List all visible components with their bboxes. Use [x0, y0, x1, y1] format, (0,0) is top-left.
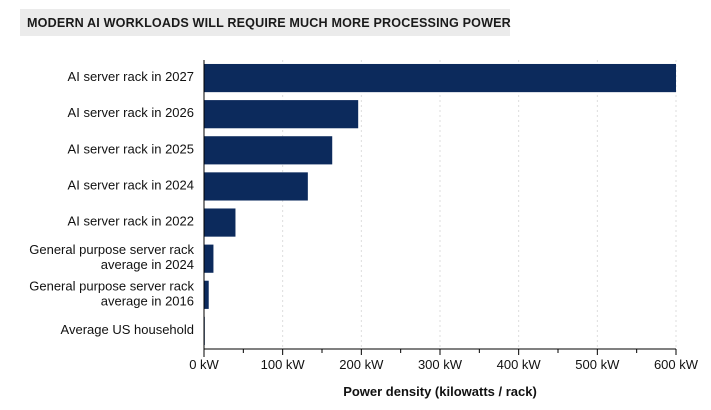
bar-0 — [204, 63, 676, 93]
category-label-line: AI server rack in 2022 — [68, 214, 194, 229]
bar-3 — [204, 172, 308, 201]
category-label-6: General purpose server rack average in 20… — [29, 279, 194, 309]
x-tick-label-0: 0 kW — [189, 357, 219, 372]
category-labels: AI server rack in 2027 AI server rack in … — [29, 70, 194, 338]
x-tick-label-3: 300 kW — [418, 357, 463, 372]
category-label-4: AI server rack in 2022 — [68, 214, 194, 229]
category-label-1: AI server rack in 2026 — [68, 106, 194, 121]
bar-2 — [204, 136, 333, 165]
category-label-line: average in 2016 — [101, 294, 194, 309]
chart-title-box: MODERN AI WORKLOADS WILL REQUIRE MUCH MO… — [20, 9, 511, 36]
category-label-5: General purpose server rack average in 20… — [29, 243, 194, 273]
x-tick-label-2: 200 kW — [339, 357, 384, 372]
category-label-line: General purpose server rack — [29, 243, 194, 258]
category-label-line: AI server rack in 2026 — [68, 106, 194, 121]
bar-6 — [204, 280, 209, 309]
bar-1 — [204, 100, 359, 129]
x-tick-label-5: 500 kW — [575, 357, 620, 372]
chart-title: MODERN AI WORKLOADS WILL REQUIRE MUCH MO… — [27, 15, 511, 30]
category-label-line: Average US household — [61, 322, 194, 337]
category-label-line: AI server rack in 2025 — [68, 142, 194, 157]
category-label-line: AI server rack in 2027 — [68, 70, 194, 85]
gridlines — [282, 60, 677, 349]
bar-4 — [204, 208, 236, 237]
x-tick-label-1: 100 kW — [261, 357, 306, 372]
bars — [204, 63, 676, 346]
category-label-7: Average US household — [61, 322, 194, 337]
x-axis-title: Power density (kilowatts / rack) — [343, 384, 537, 399]
category-label-0: AI server rack in 2027 — [68, 70, 194, 85]
x-tick-label-6: 600 kW — [654, 357, 699, 372]
category-label-3: AI server rack in 2024 — [68, 178, 194, 193]
category-label-line: General purpose server rack — [29, 279, 194, 294]
x-axis: 0 kW 100 kW 200 kW 300 kW 400 kW 500 kW 600 kW — [189, 60, 699, 372]
category-label-2: AI server rack in 2025 — [68, 142, 194, 157]
x-tick-label-4: 400 kW — [497, 357, 542, 372]
category-label-line: average in 2024 — [101, 258, 194, 273]
category-label-line: AI server rack in 2024 — [68, 178, 194, 193]
bar-5 — [204, 244, 214, 273]
